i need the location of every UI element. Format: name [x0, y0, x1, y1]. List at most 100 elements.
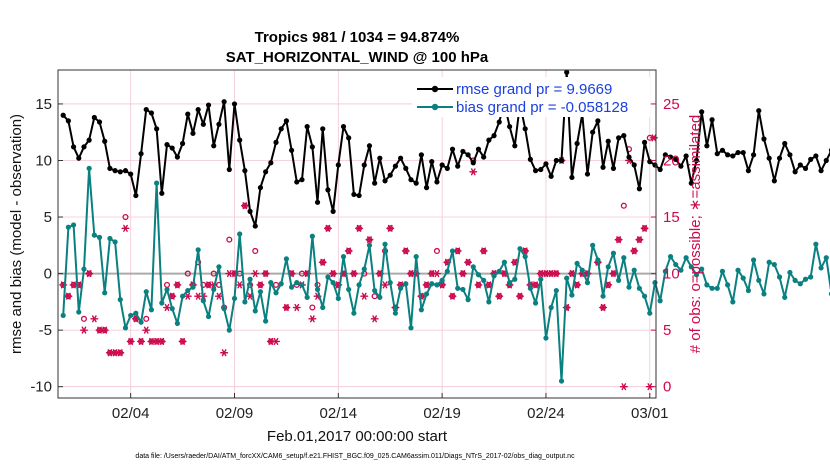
bias-point: [543, 335, 549, 341]
bias-point: [423, 291, 430, 297]
obs-assimilated-marker: [349, 270, 358, 278]
rmse-point: [392, 163, 399, 169]
asterisk-stroke: [252, 270, 258, 278]
bias-point: [527, 285, 533, 291]
asterisk-stroke: [273, 337, 279, 346]
y-tick-label: -5: [39, 322, 52, 339]
obs-assimilated-marker: [329, 270, 338, 278]
bias-point: [621, 255, 627, 261]
bias-point: [761, 291, 767, 297]
obs-assimilated-marker: [178, 337, 187, 346]
bias-point: [330, 280, 336, 286]
bias-point: [636, 285, 642, 291]
rmse-point: [252, 223, 258, 229]
bias-point: [579, 267, 585, 273]
asterisk-stroke: [496, 292, 502, 300]
rmse-point: [70, 144, 77, 150]
asterisk-stroke: [169, 292, 175, 300]
y-right-tick-label: 10: [663, 266, 680, 283]
asterisk-stroke: [164, 303, 170, 312]
obs-assimilated-marker: [214, 292, 223, 300]
bias-point: [70, 222, 77, 228]
bias-point: [641, 293, 648, 299]
rmse-point: [122, 168, 129, 174]
asterisk-stroke: [346, 247, 352, 255]
asterisk-stroke: [294, 303, 300, 312]
obs-possible-marker: [163, 281, 171, 288]
rmse-point: [169, 145, 175, 151]
bias-point: [122, 325, 129, 331]
asterisk-stroke: [206, 281, 211, 289]
obs-possible-marker: [143, 315, 150, 322]
bias-point: [392, 310, 399, 316]
plot-area-frame: [57, 69, 657, 399]
bias-point: [750, 257, 757, 263]
rmse-point: [377, 155, 383, 161]
obs-possible-marker: [184, 270, 191, 277]
asterisk-stroke: [221, 349, 227, 357]
rmse-point: [647, 159, 653, 165]
rmse-point: [263, 169, 269, 175]
asterisk-stroke: [102, 326, 108, 334]
rmse-point: [792, 169, 798, 175]
obs-assimilated-marker: [635, 236, 644, 244]
chart-subtitle: SAT_HORIZONTAL_WIND @ 100 hPa: [226, 49, 489, 66]
obs-assimilated-marker: [552, 270, 561, 278]
rmse-point: [719, 147, 726, 153]
obs-assimilated-marker: [116, 349, 125, 357]
y-tick-label: 15: [35, 96, 52, 113]
legend-marker-bias: [431, 103, 439, 111]
bias-point: [439, 277, 445, 283]
bias-point: [226, 327, 232, 333]
bias-point: [714, 285, 720, 291]
rmse-point: [756, 108, 762, 114]
obs-assimilated-marker: [121, 224, 130, 232]
y-axis-label-right: # of obs: o=possible; ∗=assimilated: [687, 115, 704, 354]
bias-point: [823, 255, 829, 261]
rmse-point: [185, 111, 191, 117]
bias-point: [688, 264, 694, 270]
rmse-point: [688, 180, 694, 186]
rmse-point: [247, 208, 253, 214]
bias-point: [782, 294, 788, 300]
rmse-point: [631, 162, 637, 168]
asterisk-stroke: [574, 281, 580, 289]
rmse-point: [304, 123, 310, 130]
obs-assimilated-marker: [453, 247, 462, 255]
obs-assimilated-marker: [318, 258, 327, 266]
obs-assimilated-marker: [401, 247, 410, 255]
bias-point: [507, 280, 513, 286]
asterisk-stroke: [361, 292, 367, 300]
bias-point: [252, 308, 258, 314]
bias-point: [112, 239, 118, 245]
rmse-point: [164, 142, 170, 148]
asterisk-stroke: [330, 270, 336, 278]
rmse-point: [470, 160, 476, 166]
bias-point: [247, 276, 253, 282]
rmse-point: [600, 164, 606, 170]
data-file-footer: data file: /Users/raeder/DAI/ATM_forcXX/…: [135, 453, 575, 460]
rmse-point: [564, 69, 570, 75]
rmse-point: [237, 137, 243, 143]
rmse-point: [595, 118, 601, 124]
rmse-point: [102, 138, 108, 144]
obs-possible-marker: [226, 236, 233, 243]
asterisk-stroke: [180, 337, 185, 346]
rmse-point: [699, 109, 705, 115]
legend: rmse grand pr = 9.9669 bias grand pr = -…: [412, 77, 650, 117]
bias-point: [558, 378, 565, 384]
obs-assimilated-marker: [432, 270, 441, 278]
y-right-tick-label: 5: [663, 322, 671, 339]
rmse-point: [797, 162, 803, 168]
rmse-point: [491, 133, 497, 139]
bias-point: [117, 297, 123, 303]
rmse-point: [283, 118, 290, 124]
bias-point: [91, 232, 97, 238]
asterisk-stroke: [232, 270, 237, 278]
rmse-point: [507, 123, 513, 130]
bias-point: [294, 280, 300, 286]
rmse-point: [278, 126, 284, 132]
y-tick-label: -10: [30, 379, 52, 396]
rmse-point: [522, 126, 528, 132]
